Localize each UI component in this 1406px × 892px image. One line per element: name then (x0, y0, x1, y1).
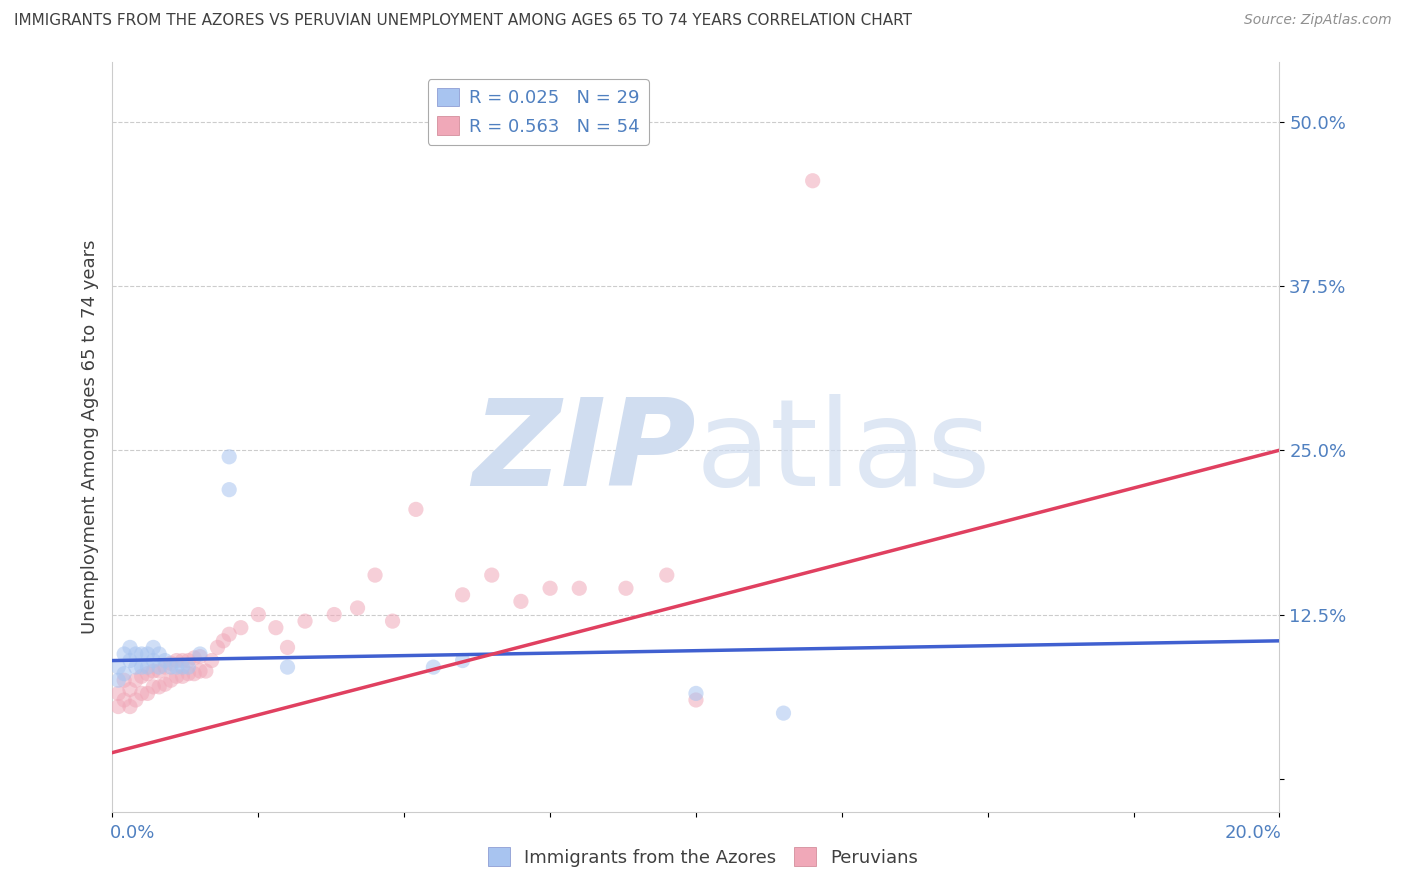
Point (405, 502, 427, 516)
Point (112, 666, 135, 681)
Point (685, 693, 707, 707)
Point (136, 686, 159, 700)
Point (166, 660, 188, 674)
Point (346, 601, 368, 615)
Point (125, 647, 148, 661)
Point (131, 686, 153, 700)
Point (264, 621, 287, 635)
Point (509, 594, 531, 608)
Point (172, 654, 194, 668)
Point (153, 654, 176, 668)
Point (142, 654, 165, 668)
Point (294, 614, 316, 628)
Point (801, 174, 824, 188)
Point (323, 607, 346, 622)
Point (655, 568, 678, 582)
Point (131, 669, 153, 683)
Point (118, 654, 141, 668)
Point (125, 693, 148, 707)
Point (188, 664, 211, 678)
Point (118, 682, 141, 697)
Legend: R = 0.025   N = 29, R = 0.563   N = 54: R = 0.025 N = 29, R = 0.563 N = 54 (427, 79, 650, 145)
Point (218, 627, 240, 641)
Point (229, 621, 252, 635)
Point (148, 664, 170, 678)
Point (218, 483, 240, 497)
Y-axis label: Unemployment Among Ages 65 to 74 years: Unemployment Among Ages 65 to 74 years (80, 240, 98, 634)
Point (218, 450, 240, 464)
Point (112, 647, 135, 661)
Point (614, 581, 637, 595)
Point (177, 666, 200, 681)
Point (142, 640, 165, 655)
Point (107, 686, 129, 700)
Point (153, 677, 176, 691)
Point (118, 699, 141, 714)
Text: 0.0%: 0.0% (110, 824, 156, 842)
Text: atlas: atlas (696, 393, 991, 510)
Point (177, 660, 200, 674)
Point (148, 660, 170, 674)
Point (131, 660, 153, 674)
Point (136, 647, 159, 661)
Point (107, 673, 129, 688)
Point (772, 706, 794, 720)
Point (131, 647, 153, 661)
Text: ZIP: ZIP (472, 393, 696, 510)
Point (481, 568, 503, 582)
Point (125, 673, 148, 688)
Point (568, 581, 591, 595)
Point (381, 614, 404, 628)
Point (107, 660, 129, 674)
Text: Source: ZipAtlas.com: Source: ZipAtlas.com (1244, 13, 1392, 28)
Point (276, 640, 298, 655)
Point (201, 654, 224, 668)
Point (148, 680, 170, 694)
Point (685, 686, 707, 700)
Point (153, 660, 176, 674)
Point (160, 673, 183, 688)
Point (125, 660, 148, 674)
Point (247, 607, 270, 622)
Point (188, 647, 211, 661)
Point (148, 647, 170, 661)
Point (172, 669, 194, 683)
Point (422, 660, 444, 674)
Point (212, 633, 235, 648)
Point (451, 654, 474, 668)
Text: 20.0%: 20.0% (1225, 824, 1282, 842)
Point (142, 664, 165, 678)
Point (112, 693, 135, 707)
Text: IMMIGRANTS FROM THE AZORES VS PERUVIAN UNEMPLOYMENT AMONG AGES 65 TO 74 YEARS CO: IMMIGRANTS FROM THE AZORES VS PERUVIAN U… (14, 13, 912, 29)
Point (451, 588, 474, 602)
Point (207, 640, 229, 655)
Point (538, 581, 561, 595)
Point (166, 654, 188, 668)
Point (364, 568, 387, 582)
Point (160, 660, 183, 674)
Point (183, 651, 205, 665)
Point (142, 680, 165, 694)
Point (183, 666, 205, 681)
Point (166, 669, 188, 683)
Point (172, 660, 194, 674)
Legend: Immigrants from the Azores, Peruvians: Immigrants from the Azores, Peruvians (481, 840, 925, 874)
Point (136, 660, 159, 674)
Point (194, 664, 217, 678)
Point (188, 649, 211, 664)
Point (276, 660, 298, 674)
Point (177, 654, 200, 668)
Point (107, 699, 129, 714)
Point (112, 673, 135, 688)
Point (160, 656, 183, 670)
Point (118, 640, 141, 655)
Point (136, 666, 159, 681)
